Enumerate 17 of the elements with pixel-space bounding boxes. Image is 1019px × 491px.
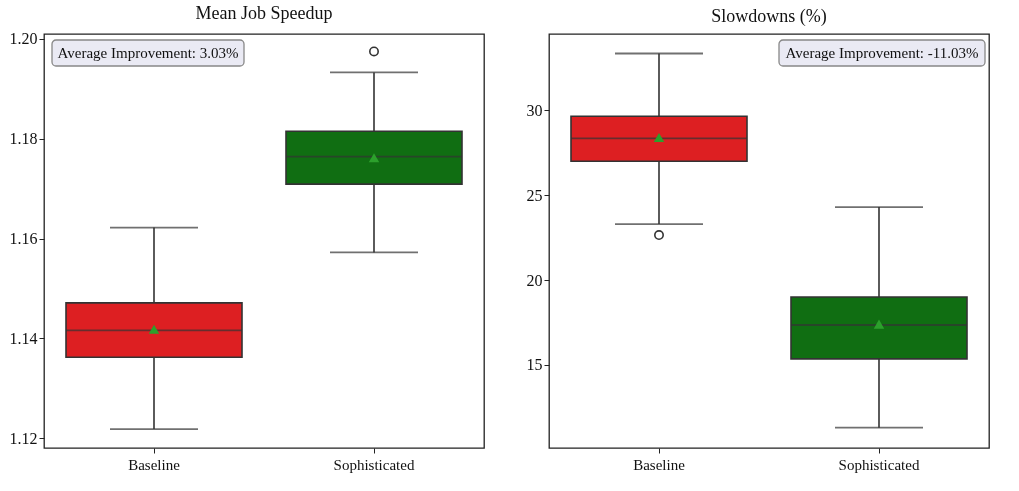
- annotation: Average Improvement: -11.03%: [785, 45, 979, 61]
- x-tick-label: Baseline: [633, 456, 686, 473]
- y-tick-label: 1.14: [9, 329, 38, 347]
- annotation: Average Improvement: 3.03%: [57, 45, 239, 61]
- y-tick-label: 1.20: [9, 30, 38, 48]
- y-tick-label: 15: [526, 356, 543, 374]
- y-tick-label: 30: [526, 101, 543, 119]
- y-tick-label: 1.16: [9, 230, 38, 248]
- y-tick-label: 25: [526, 186, 543, 204]
- x-tick-label: Baseline: [128, 456, 181, 473]
- x-tick-label: Sophisticated: [838, 456, 920, 473]
- chart-title: Slowdowns (%): [711, 6, 827, 27]
- y-tick-label: 20: [526, 271, 543, 289]
- y-tick-label: 1.12: [9, 429, 38, 447]
- x-tick-label: Sophisticated: [333, 456, 415, 473]
- chart-title: Mean Job Speedup: [195, 2, 333, 23]
- y-tick-label: 1.18: [9, 130, 38, 148]
